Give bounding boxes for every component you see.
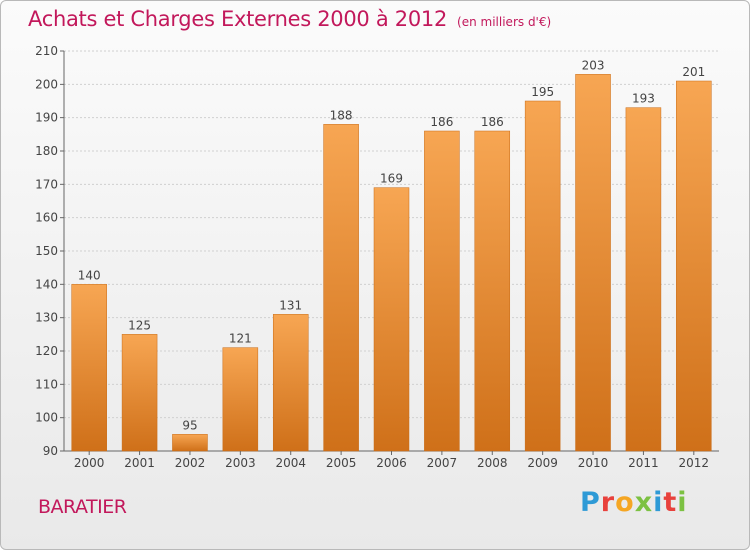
logo-letter: x (634, 487, 654, 518)
x-tick-label-2011: 2011 (628, 456, 659, 470)
location-label: BARATIER (38, 496, 127, 518)
y-tick-label: 210 (35, 44, 58, 58)
logo-letter: o (615, 487, 635, 518)
bar-2007 (424, 130, 460, 452)
data-label-2012: 201 (682, 65, 705, 79)
x-tick-label-2006: 2006 (376, 456, 407, 470)
bar-2012 (676, 80, 712, 452)
data-label-2003: 121 (229, 332, 252, 346)
y-tick-label: 150 (35, 244, 58, 258)
data-label-2001: 125 (128, 318, 151, 332)
bar-2009 (524, 100, 561, 452)
y-tick-label: 190 (35, 111, 58, 125)
y-tick-label: 120 (35, 344, 58, 358)
y-tick-label: 140 (35, 277, 58, 291)
x-tick-label-2001: 2001 (124, 456, 155, 470)
data-label-2011: 193 (632, 92, 655, 106)
y-tick-label: 100 (35, 411, 58, 425)
bar-2001 (121, 334, 158, 452)
data-labels: 140 125 95 121 131 188 169 186 186 195 203 193 201 (78, 58, 706, 432)
data-label-2002: 95 (182, 418, 197, 432)
x-tick-label-2009: 2009 (527, 456, 558, 470)
bar-2004 (272, 314, 309, 452)
logo-letter: r (600, 487, 616, 518)
y-tick-label: 170 (35, 177, 58, 191)
bar-2010 (575, 74, 611, 452)
y-tick-label: 160 (35, 211, 58, 225)
x-tick-label-2002: 2002 (175, 456, 206, 470)
data-label-2007: 186 (430, 115, 453, 129)
chart-title: Achats et Charges Externes 2000 à 2012 (e… (28, 7, 551, 31)
bars (71, 74, 712, 452)
x-tick-label-2000: 2000 (74, 456, 105, 470)
logo-letter: t (663, 487, 678, 518)
x-tick-label-2003: 2003 (225, 456, 256, 470)
data-label-2000: 140 (78, 268, 101, 282)
x-tick-label-2012: 2012 (679, 456, 710, 470)
data-label-2008: 186 (481, 115, 504, 129)
bar-2006 (373, 187, 410, 452)
bar-2008 (474, 130, 511, 452)
title-text: Achats et Charges Externes 2000 à 2012 (28, 7, 448, 31)
data-label-2005: 188 (330, 108, 353, 122)
x-tick-label-2007: 2007 (427, 456, 458, 470)
x-tick-label-2010: 2010 (578, 456, 609, 470)
x-tick-label-2004: 2004 (275, 456, 306, 470)
data-label-2010: 203 (582, 58, 605, 72)
y-tick-label: 180 (35, 144, 58, 158)
bar-2003 (222, 347, 259, 452)
logo-letter: P (580, 487, 601, 518)
y-tick-label: 90 (43, 444, 58, 458)
unit-text: (en milliers d'€) (457, 15, 552, 29)
y-tick-label: 200 (35, 77, 58, 91)
y-tick-label: 130 (35, 311, 58, 325)
y-tick-labels: 90 100 110 120 130 140 150 160 170 180 190 200 210 (35, 44, 58, 458)
proxiti-logo: Proxiti (580, 487, 688, 518)
logo-letter: i (677, 487, 688, 518)
bar-2011 (625, 107, 662, 452)
data-label-2004: 131 (279, 298, 302, 312)
x-tick-label-2005: 2005 (326, 456, 357, 470)
logo-letter: i (653, 487, 664, 518)
data-label-2006: 169 (380, 172, 403, 186)
bar-2002 (172, 434, 208, 452)
data-label-2009: 195 (531, 85, 554, 99)
x-tick-labels: 2000 2001 2002 2003 2004 2005 2006 2007 2008 2009… (74, 451, 709, 470)
bar-2005 (323, 124, 359, 452)
x-tick-label-2008: 2008 (477, 456, 508, 470)
bar-2000 (71, 284, 107, 452)
y-tick-label: 110 (35, 377, 58, 391)
